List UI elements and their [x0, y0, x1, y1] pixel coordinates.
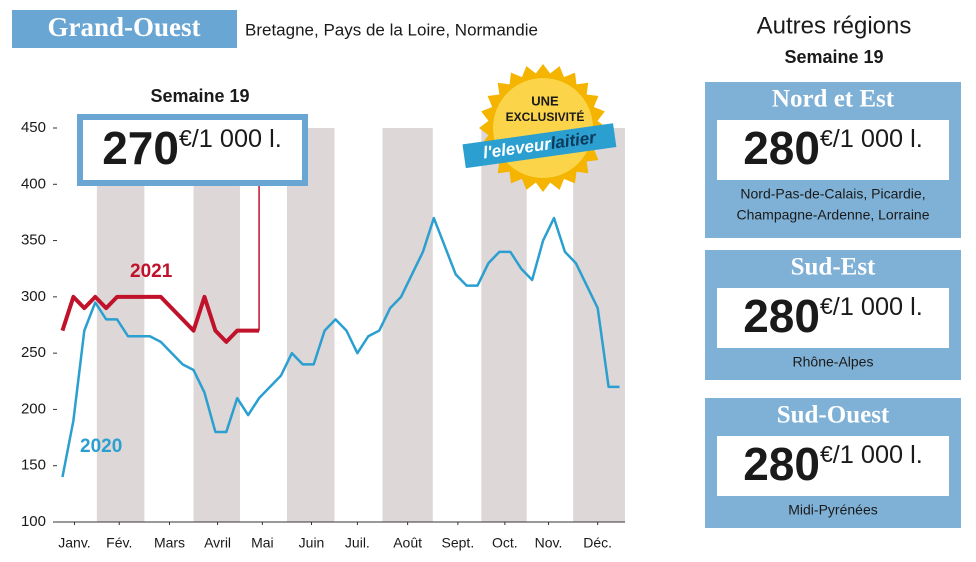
title-box — [12, 10, 237, 48]
region-areas: Rhône-Alpes — [793, 354, 874, 370]
regions-subtitle: Semaine 19 — [784, 47, 883, 67]
price-value: 280 — [743, 122, 820, 174]
x-tick-label: Fév. — [106, 535, 132, 551]
badge-text: EXCLUSIVITÉ — [506, 109, 585, 124]
x-tick-label: Déc. — [583, 535, 612, 551]
price-value: 270 — [102, 122, 179, 174]
y-tick-label: 150 — [21, 457, 46, 474]
title: Grand-Ouest — [47, 12, 200, 42]
regions-title: Autres régions — [757, 12, 912, 39]
price: 280€/1 000 l. — [743, 438, 923, 490]
month-band — [481, 128, 527, 522]
subtitle: Bretagne, Pays de la Loire, Normandie — [245, 20, 538, 39]
x-tick-label: Nov. — [535, 535, 563, 551]
line-series — [61, 216, 620, 478]
callout-box — [77, 114, 308, 186]
x-tick-label: Juin — [299, 535, 325, 551]
series-label: 2020 — [80, 436, 122, 457]
y-tick-label: 350 — [21, 232, 46, 249]
y-tick-label: 100 — [21, 513, 46, 530]
y-tick-label: 450 — [21, 119, 46, 136]
price: 270€/1 000 l. — [102, 122, 282, 174]
y-tick-label: 250 — [21, 344, 46, 361]
price-suffix: /1 000 l. — [833, 293, 923, 321]
x-tick-label: Janv. — [58, 535, 90, 551]
x-tick-label: Mai — [251, 535, 274, 551]
region-areas: Champagne-Ardenne, Lorraine — [736, 207, 929, 223]
month-band — [286, 128, 335, 522]
callout-label: Semaine 19 — [150, 86, 249, 106]
region-areas: Midi-Pyrénées — [788, 502, 877, 518]
price-unit: € — [179, 125, 192, 151]
month-band — [382, 128, 433, 522]
region-areas: Nord-Pas-de-Calais, Picardie, — [740, 186, 925, 202]
price-unit: € — [820, 293, 833, 319]
x-tick-label: Sept. — [442, 535, 475, 551]
region-price-box — [717, 120, 949, 180]
y-tick-label: 200 — [21, 400, 46, 417]
x-tick-label: Avril — [204, 535, 231, 551]
plot: 100 150 200 250 300 350 400 450 Janv. Fév. Mars Avr… — [21, 119, 625, 551]
price: 280€/1 000 l. — [743, 122, 923, 174]
y-tick-label: 300 — [21, 288, 46, 305]
price: 280€/1 000 l. — [743, 290, 923, 342]
price-value: 280 — [743, 438, 820, 490]
region-price-box — [717, 436, 949, 496]
y-tick-label: 400 — [21, 175, 46, 192]
x-tick-label: Mars — [154, 535, 185, 551]
price-suffix: /1 000 l. — [192, 125, 282, 153]
region-name: Sud-Ouest — [777, 402, 890, 429]
price-unit: € — [820, 125, 833, 151]
price-value: 280 — [743, 290, 820, 342]
region-price-box — [717, 288, 949, 348]
badge-ribbon — [462, 123, 617, 169]
price-suffix: /1 000 l. — [833, 125, 923, 153]
region-name: Sud-Est — [791, 254, 876, 281]
price-suffix: /1 000 l. — [833, 441, 923, 469]
series-label: 2021 — [130, 261, 173, 282]
x-tick-label: Oct. — [492, 535, 518, 551]
region-name: Nord et Est — [772, 86, 895, 113]
price-unit: € — [820, 441, 833, 467]
badge-text: UNE — [531, 93, 559, 108]
x-tick-label: Août — [393, 535, 422, 551]
month-band — [193, 128, 240, 522]
line-series — [60, 294, 260, 344]
x-tick-label: Juil. — [345, 535, 370, 551]
